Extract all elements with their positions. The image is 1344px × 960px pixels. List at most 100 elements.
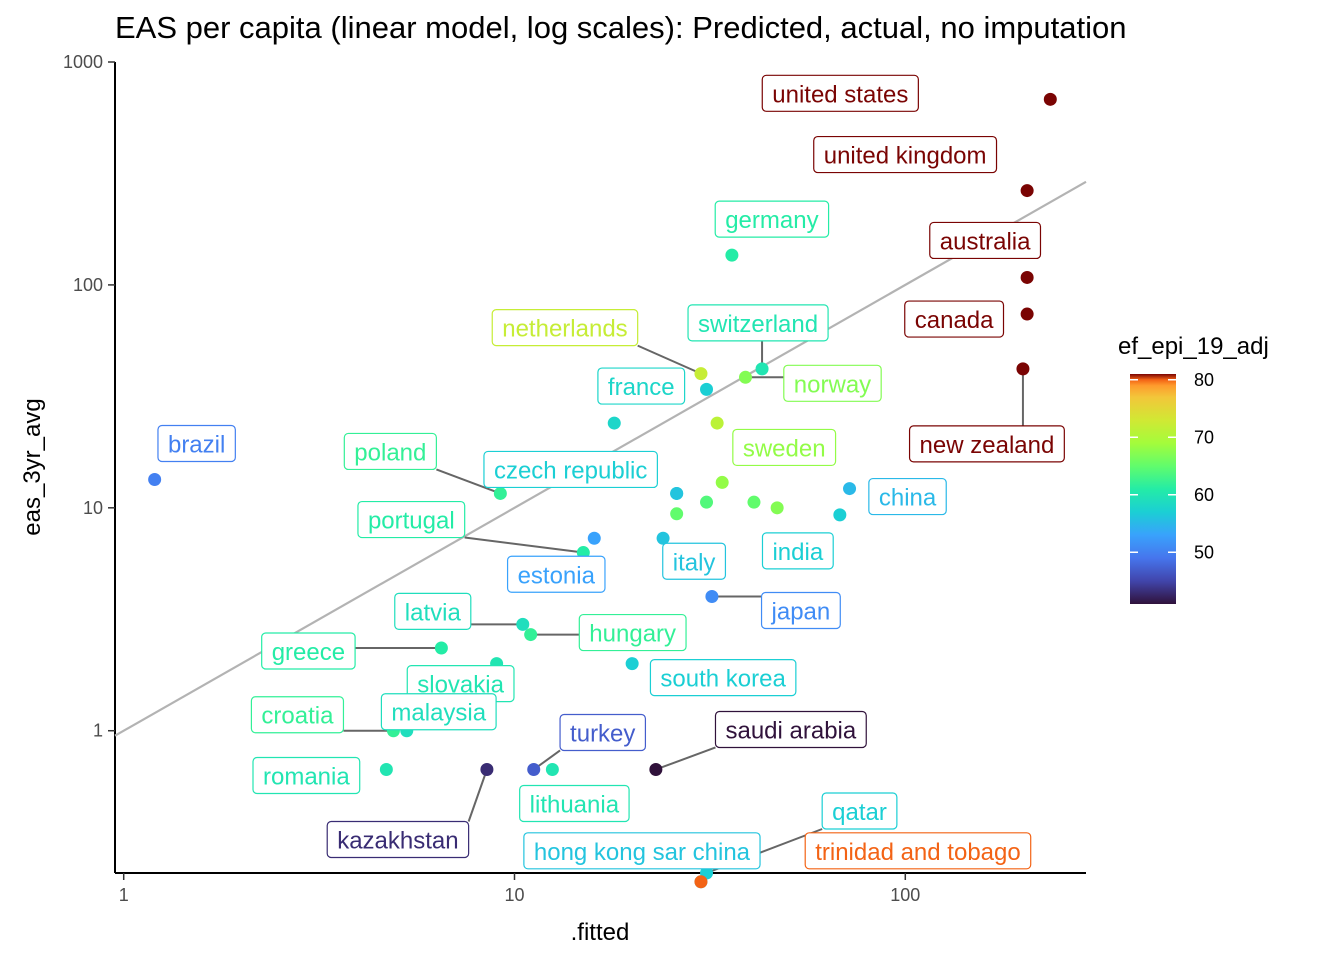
- point-label-text: sweden: [743, 435, 826, 462]
- data-point: [770, 501, 784, 515]
- label-connector: [637, 344, 702, 375]
- point-label-box: [597, 367, 686, 405]
- point-label: saudi arabia: [714, 710, 867, 749]
- point-label-box: [578, 613, 687, 652]
- point-label-text: australia: [940, 228, 1031, 255]
- point-label: croatia: [250, 696, 345, 734]
- data-point: [1016, 362, 1030, 376]
- y-tick-label: 1000: [63, 52, 103, 72]
- data-point: [1020, 307, 1034, 321]
- data-point: [587, 531, 601, 545]
- y-tick-label: 1: [93, 721, 103, 741]
- data-point: [656, 531, 670, 545]
- data-point: [670, 486, 684, 500]
- point-label: australia: [929, 221, 1042, 260]
- point-label: india: [761, 532, 834, 570]
- point-label-box: [252, 756, 361, 795]
- point-label-text: japan: [771, 599, 831, 626]
- point-label-box: [523, 832, 761, 870]
- data-point: [705, 590, 719, 604]
- point-label-text: croatia: [261, 703, 334, 730]
- point-label-box: [761, 532, 834, 570]
- point-label-box: [662, 542, 727, 580]
- data-point: [700, 382, 714, 396]
- point-label: hungary: [578, 613, 687, 652]
- point-label-text: hong kong sar china: [534, 839, 751, 866]
- point-label: united states: [761, 74, 919, 112]
- point-label-box: [714, 200, 830, 238]
- color-legend: ef_epi_19_adj 50 60 70 80: [1118, 333, 1269, 604]
- point-label: germany: [714, 200, 830, 238]
- point-label-text: united kingdom: [824, 143, 987, 170]
- chart-title: EAS per capita (linear model, log scales…: [115, 10, 1126, 45]
- point-label-text: france: [608, 374, 675, 401]
- point-label-box: [813, 135, 998, 174]
- data-point: [694, 367, 708, 381]
- y-tick-label: 100: [73, 275, 103, 295]
- point-label: italy: [662, 542, 727, 580]
- legend-colorbar: [1130, 374, 1176, 604]
- plot-area: united states united kingdom australia cana…: [63, 52, 1087, 905]
- data-point: [516, 617, 530, 631]
- data-point: [700, 495, 714, 509]
- point-label-text: estonia: [518, 562, 596, 589]
- point-label-text: canada: [915, 307, 994, 334]
- data-point: [843, 482, 857, 496]
- point-label: trinidad and tobago: [804, 832, 1032, 870]
- point-label-box: [783, 364, 882, 402]
- data-point: [725, 248, 739, 262]
- point-label-text: germany: [725, 207, 818, 234]
- point-label-text: hungary: [589, 621, 676, 648]
- point-label: romania: [252, 756, 361, 795]
- point-label-box: [904, 300, 1005, 338]
- point-label: netherlands: [491, 309, 639, 347]
- data-point: [649, 762, 663, 776]
- point-label-text: turkey: [570, 720, 635, 747]
- point-label: switzerland: [687, 304, 829, 342]
- data-point: [747, 495, 761, 509]
- point-label-box: [326, 820, 470, 859]
- point-label-text: switzerland: [698, 311, 818, 338]
- data-point: [545, 762, 559, 776]
- point-label-text: brazil: [168, 431, 225, 458]
- legend-tick-label: 60: [1194, 485, 1214, 505]
- data-point: [625, 657, 639, 671]
- point-label-text: china: [879, 485, 937, 512]
- point-label-box: [687, 304, 829, 342]
- legend-tick-label: 70: [1194, 427, 1214, 447]
- point-label-text: latvia: [405, 599, 462, 626]
- point-label: poland: [343, 432, 437, 471]
- point-label-box: [908, 425, 1065, 463]
- data-point: [434, 641, 448, 655]
- point-label: hong kong sar china: [523, 832, 761, 870]
- point-label-box: [804, 832, 1032, 870]
- label-connector: [467, 769, 488, 822]
- point-label: latvia: [394, 592, 472, 630]
- point-label-text: italy: [673, 549, 716, 576]
- point-label: estonia: [506, 555, 606, 593]
- point-label-text: lithuania: [530, 791, 620, 818]
- point-label-text: netherlands: [502, 316, 627, 343]
- point-label-box: [250, 696, 345, 734]
- data-point: [524, 628, 538, 642]
- label-connector: [464, 536, 584, 554]
- point-label-box: [821, 792, 898, 830]
- point-label: new zealand: [908, 425, 1065, 463]
- data-point: [755, 362, 769, 376]
- label-connector: [436, 468, 501, 495]
- point-label-text: trinidad and tobago: [815, 839, 1021, 866]
- point-label-box: [394, 592, 472, 630]
- point-label: south korea: [649, 659, 797, 697]
- point-label: qatar: [821, 792, 898, 830]
- point-label-text: greece: [272, 639, 345, 666]
- point-label-box: [483, 450, 658, 489]
- point-label: united kingdom: [813, 135, 998, 174]
- point-label-text: romania: [263, 763, 350, 790]
- point-label-box: [732, 428, 837, 467]
- x-tick-label: 100: [890, 885, 920, 905]
- legend-tick-label: 50: [1194, 542, 1214, 562]
- point-label-box: [519, 784, 630, 823]
- point-label-box: [929, 221, 1042, 260]
- point-label-box: [380, 693, 497, 731]
